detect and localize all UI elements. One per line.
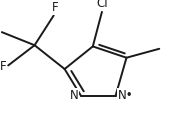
Text: N: N (70, 89, 78, 102)
Text: F: F (52, 1, 59, 14)
Text: N•: N• (118, 89, 134, 102)
Text: F: F (0, 60, 6, 73)
Text: Cl: Cl (96, 0, 108, 10)
